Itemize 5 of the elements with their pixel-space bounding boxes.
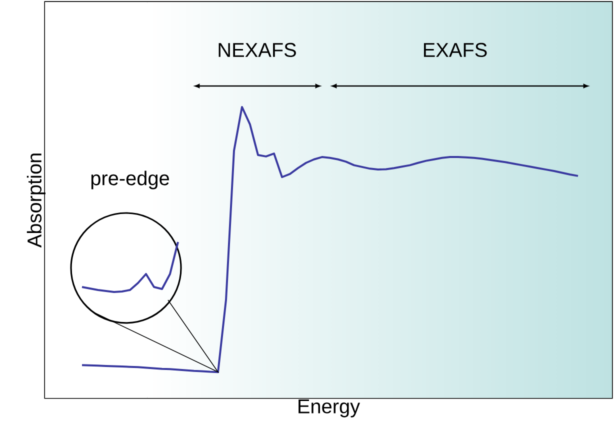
annotation: pre-edge — [91, 170, 169, 190]
text: EXAFS — [424, 42, 487, 58]
y-axis-title: Absorption — [26, 154, 46, 248]
text: NEXAFS — [218, 42, 296, 58]
x-axis-title: Energy — [298, 400, 360, 418]
